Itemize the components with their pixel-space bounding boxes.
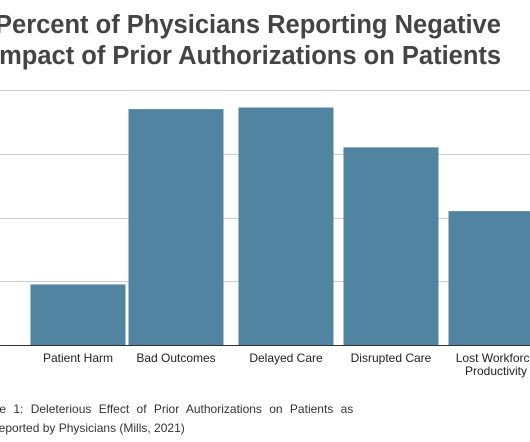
chart-title-line-1: Percent of Physicians Reporting Negative <box>0 11 501 39</box>
caption-line-1: Figure 1: Deleterious Effect of Prior Au… <box>0 402 354 416</box>
bar-patient-harm <box>30 284 126 345</box>
category-labels: Patient Harm Bad Outcomes Delayed Care Disr… <box>43 351 530 378</box>
bar-bad-outcomes <box>128 109 224 345</box>
category-label-lost-workforce-productivity-line-1: Lost Workforce <box>456 351 530 365</box>
bar-disrupted-care <box>343 147 439 345</box>
caption-line-2: Reported by Physicians (Mills, 2021) <box>0 421 185 435</box>
chart-title: Percent of Physicians Reporting Negative… <box>0 11 501 70</box>
bar-lost-workforce-productivity <box>448 211 530 345</box>
figure-caption: Figure 1: Deleterious Effect of Prior Au… <box>0 400 530 438</box>
category-label-bad-outcomes: Bad Outcomes <box>136 351 215 365</box>
bar-delayed-care <box>238 107 334 345</box>
category-label-delayed-care: Delayed Care <box>249 351 323 365</box>
chart-title-line-2: Impact of Prior Authorizations on Patien… <box>0 42 501 70</box>
category-label-patient-harm: Patient Harm <box>43 351 113 365</box>
category-label-lost-workforce-productivity-line-2: Productivity <box>465 364 527 378</box>
category-label-disrupted-care: Disrupted Care <box>351 351 432 365</box>
bars <box>30 107 530 345</box>
